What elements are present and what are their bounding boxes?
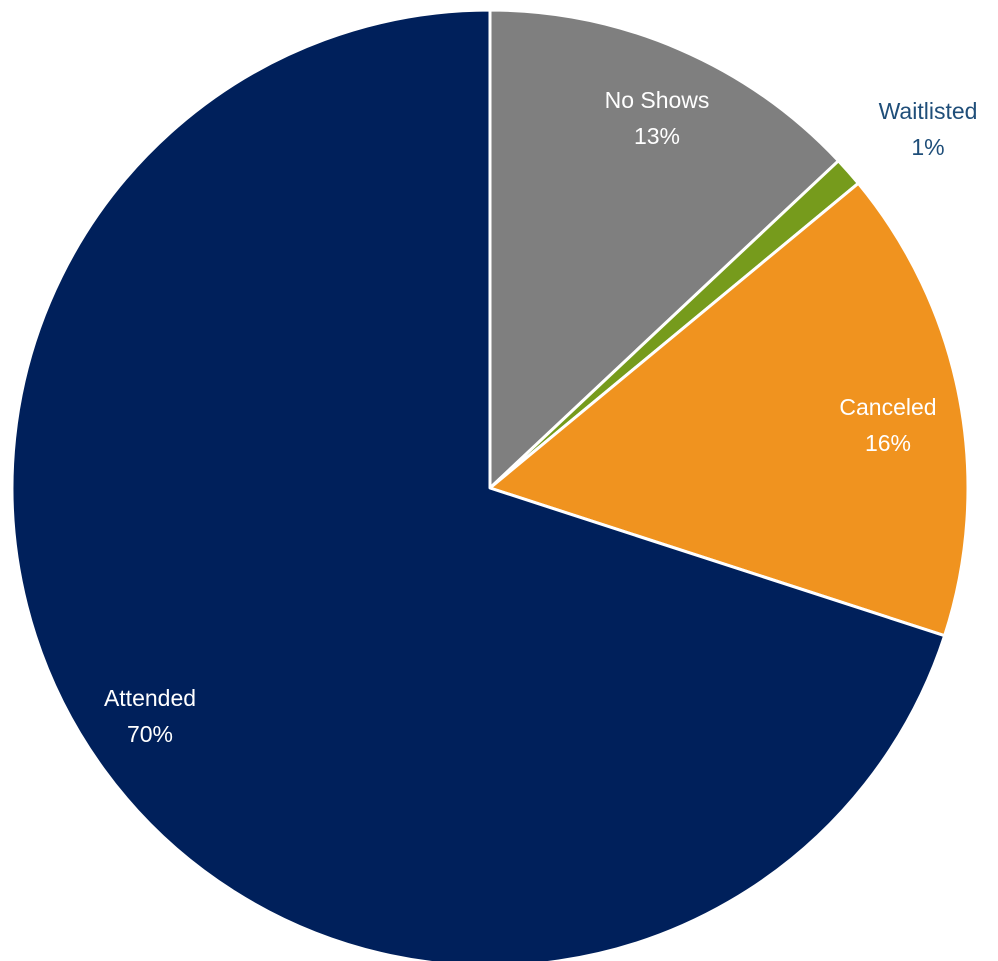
data-label-attended: Attended 70% [104, 685, 196, 747]
pie-labels: No Shows 13% Waitlisted 1% Canceled 16% Attend… [104, 87, 977, 747]
pie-slice-no-shows [488, 8, 840, 490]
pie-slices [10, 8, 970, 961]
data-label-waitlisted: Waitlisted 1% [879, 98, 978, 160]
pie-slice-canceled [488, 181, 970, 638]
data-label-name: Attended [104, 685, 196, 711]
data-label-name: Canceled [839, 394, 936, 420]
pie-slice-attended [10, 8, 947, 961]
data-label-name: Waitlisted [879, 98, 978, 124]
data-label-value: 1% [911, 134, 944, 160]
data-label-value: 13% [634, 123, 680, 149]
data-label-value: 16% [865, 430, 911, 456]
data-label-no-shows: No Shows 13% [605, 87, 710, 149]
data-label-name: No Shows [605, 87, 710, 113]
data-label-value: 70% [127, 721, 173, 747]
data-label-canceled: Canceled 16% [839, 394, 936, 456]
